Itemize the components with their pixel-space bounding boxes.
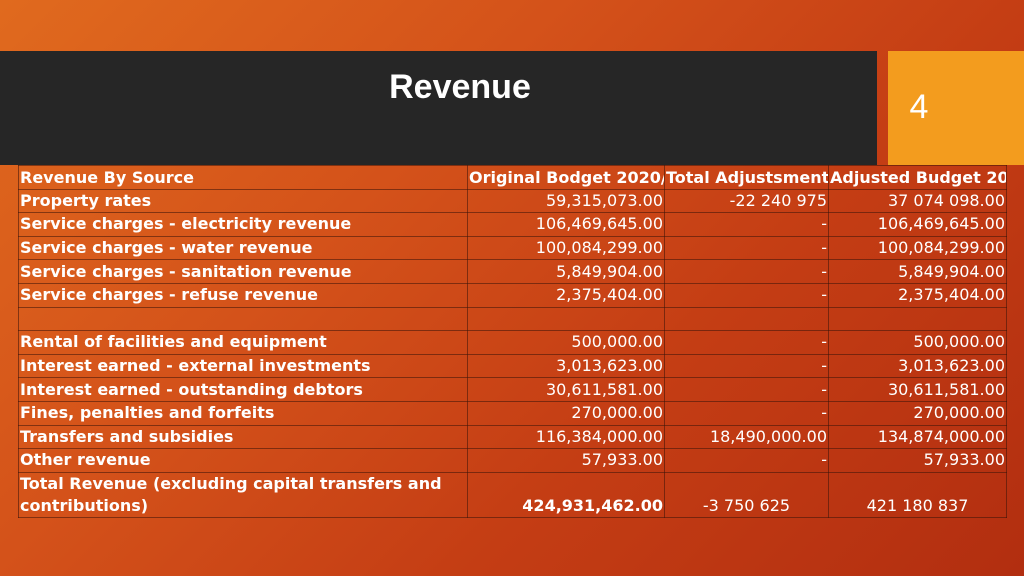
adjusted-budget-cell: 134,874,000.00 [828, 424, 1007, 450]
revenue-source-cell: Service charges - water revenue [18, 235, 468, 261]
total-label: Total Revenue (excluding capital transfe… [18, 471, 468, 518]
total-original-budget: 424,931,462.00 [467, 471, 665, 518]
original-budget-cell [467, 306, 665, 332]
adjusted-budget-cell: 270,000.00 [828, 400, 1007, 426]
revenue-table: Revenue By Source Original Bodget 2020/2… [18, 165, 1007, 518]
revenue-source-cell: Fines, penalties and forfeits [18, 400, 468, 426]
revenue-source-cell [18, 306, 468, 332]
table-row: Service charges - electricity revenue 106… [18, 212, 1007, 237]
revenue-source-cell: Property rates [18, 188, 468, 214]
original-budget-cell: 5,849,904.00 [467, 259, 665, 284]
adjusted-budget-cell: 37 074 098.00 [828, 188, 1007, 214]
slide-number: 4 [909, 88, 929, 126]
header-adjusted-budget: Adjusted Budget 2020/21 [828, 165, 1007, 190]
original-budget-cell: 3,013,623.00 [467, 353, 665, 379]
revenue-source-cell: Interest earned - external investments [18, 353, 468, 379]
table-row: Other revenue 57,933.00-57,933.00 [18, 448, 1007, 473]
adjustment-cell: - [664, 448, 829, 473]
slide-title: Revenue [389, 68, 531, 106]
adjusted-budget-cell: 106,469,645.00 [828, 212, 1007, 237]
revenue-source-cell: Interest earned - outstanding debtors [18, 377, 468, 402]
table-row: Service charges - water revenue 100,084,2… [18, 235, 1007, 261]
table-header-row: Revenue By Source Original Bodget 2020/2… [18, 165, 1007, 190]
title-bar [0, 51, 877, 165]
adjusted-budget-cell: 3,013,623.00 [828, 353, 1007, 379]
original-budget-cell: 57,933.00 [467, 448, 665, 473]
adjusted-budget-cell: 5,849,904.00 [828, 259, 1007, 284]
original-budget-cell: 500,000.00 [467, 330, 665, 355]
adjustment-cell: - [664, 353, 829, 379]
header-revenue-source: Revenue By Source [18, 165, 468, 190]
table-row: Interest earned - external investments 3,… [18, 353, 1007, 379]
adjusted-budget-cell: 500,000.00 [828, 330, 1007, 355]
table-row: Rental of facilities and equipment 500,00… [18, 330, 1007, 355]
revenue-source-cell: Transfers and subsidies [18, 424, 468, 450]
original-budget-cell: 106,469,645.00 [467, 212, 665, 237]
adjustment-cell: - [664, 330, 829, 355]
header-original-budget: Original Bodget 2020/21 [467, 165, 665, 190]
table-row: Service charges - sanitation revenue 5,84… [18, 259, 1007, 284]
revenue-source-cell: Service charges - electricity revenue [18, 212, 468, 237]
total-adjusted-budget: 421 180 837 [828, 471, 1007, 518]
original-budget-cell: 30,611,581.00 [467, 377, 665, 402]
adjusted-budget-cell: 100,084,299.00 [828, 235, 1007, 261]
adjusted-budget-cell: 2,375,404.00 [828, 282, 1007, 308]
adjusted-budget-cell [828, 306, 1007, 332]
table-row: Transfers and subsidies 116,384,000.00 18,… [18, 424, 1007, 450]
revenue-source-cell: Rental of facilities and equipment [18, 330, 468, 355]
original-budget-cell: 116,384,000.00 [467, 424, 665, 450]
adjustment-cell: - [664, 235, 829, 261]
table-row: Interest earned - outstanding debtors 30,… [18, 377, 1007, 402]
original-budget-cell: 100,084,299.00 [467, 235, 665, 261]
header-total-adjustments: Total Adjustsments 2020/21 [664, 165, 829, 190]
revenue-source-cell: Service charges - sanitation revenue [18, 259, 468, 284]
original-budget-cell: 2,375,404.00 [467, 282, 665, 308]
slide-number-box [888, 51, 1024, 165]
revenue-source-cell: Other revenue [18, 448, 468, 473]
adjustment-cell: - [664, 259, 829, 284]
original-budget-cell: 59,315,073.00 [467, 188, 665, 214]
table-row: Fines, penalties and forfeits 270,000.00-… [18, 400, 1007, 426]
adjusted-budget-cell: 30,611,581.00 [828, 377, 1007, 402]
adjustment-cell: 18,490,000.00 [664, 424, 829, 450]
adjustment-cell [664, 306, 829, 332]
adjusted-budget-cell: 57,933.00 [828, 448, 1007, 473]
adjustment-cell: - [664, 400, 829, 426]
adjustment-cell: -22 240 975 [664, 188, 829, 214]
adjustment-cell: - [664, 212, 829, 237]
table-row: Service charges - refuse revenue 2,375,40… [18, 282, 1007, 308]
revenue-source-cell: Service charges - refuse revenue [18, 282, 468, 308]
total-row: Total Revenue (excluding capital transfe… [18, 471, 1007, 518]
adjustment-cell: - [664, 377, 829, 402]
original-budget-cell: 270,000.00 [467, 400, 665, 426]
table-row: Property rates 59,315,073.00 -22 240 975 37… [18, 188, 1007, 214]
table-row [18, 306, 1007, 332]
total-adjustment: -3 750 625 [664, 471, 829, 518]
adjustment-cell: - [664, 282, 829, 308]
